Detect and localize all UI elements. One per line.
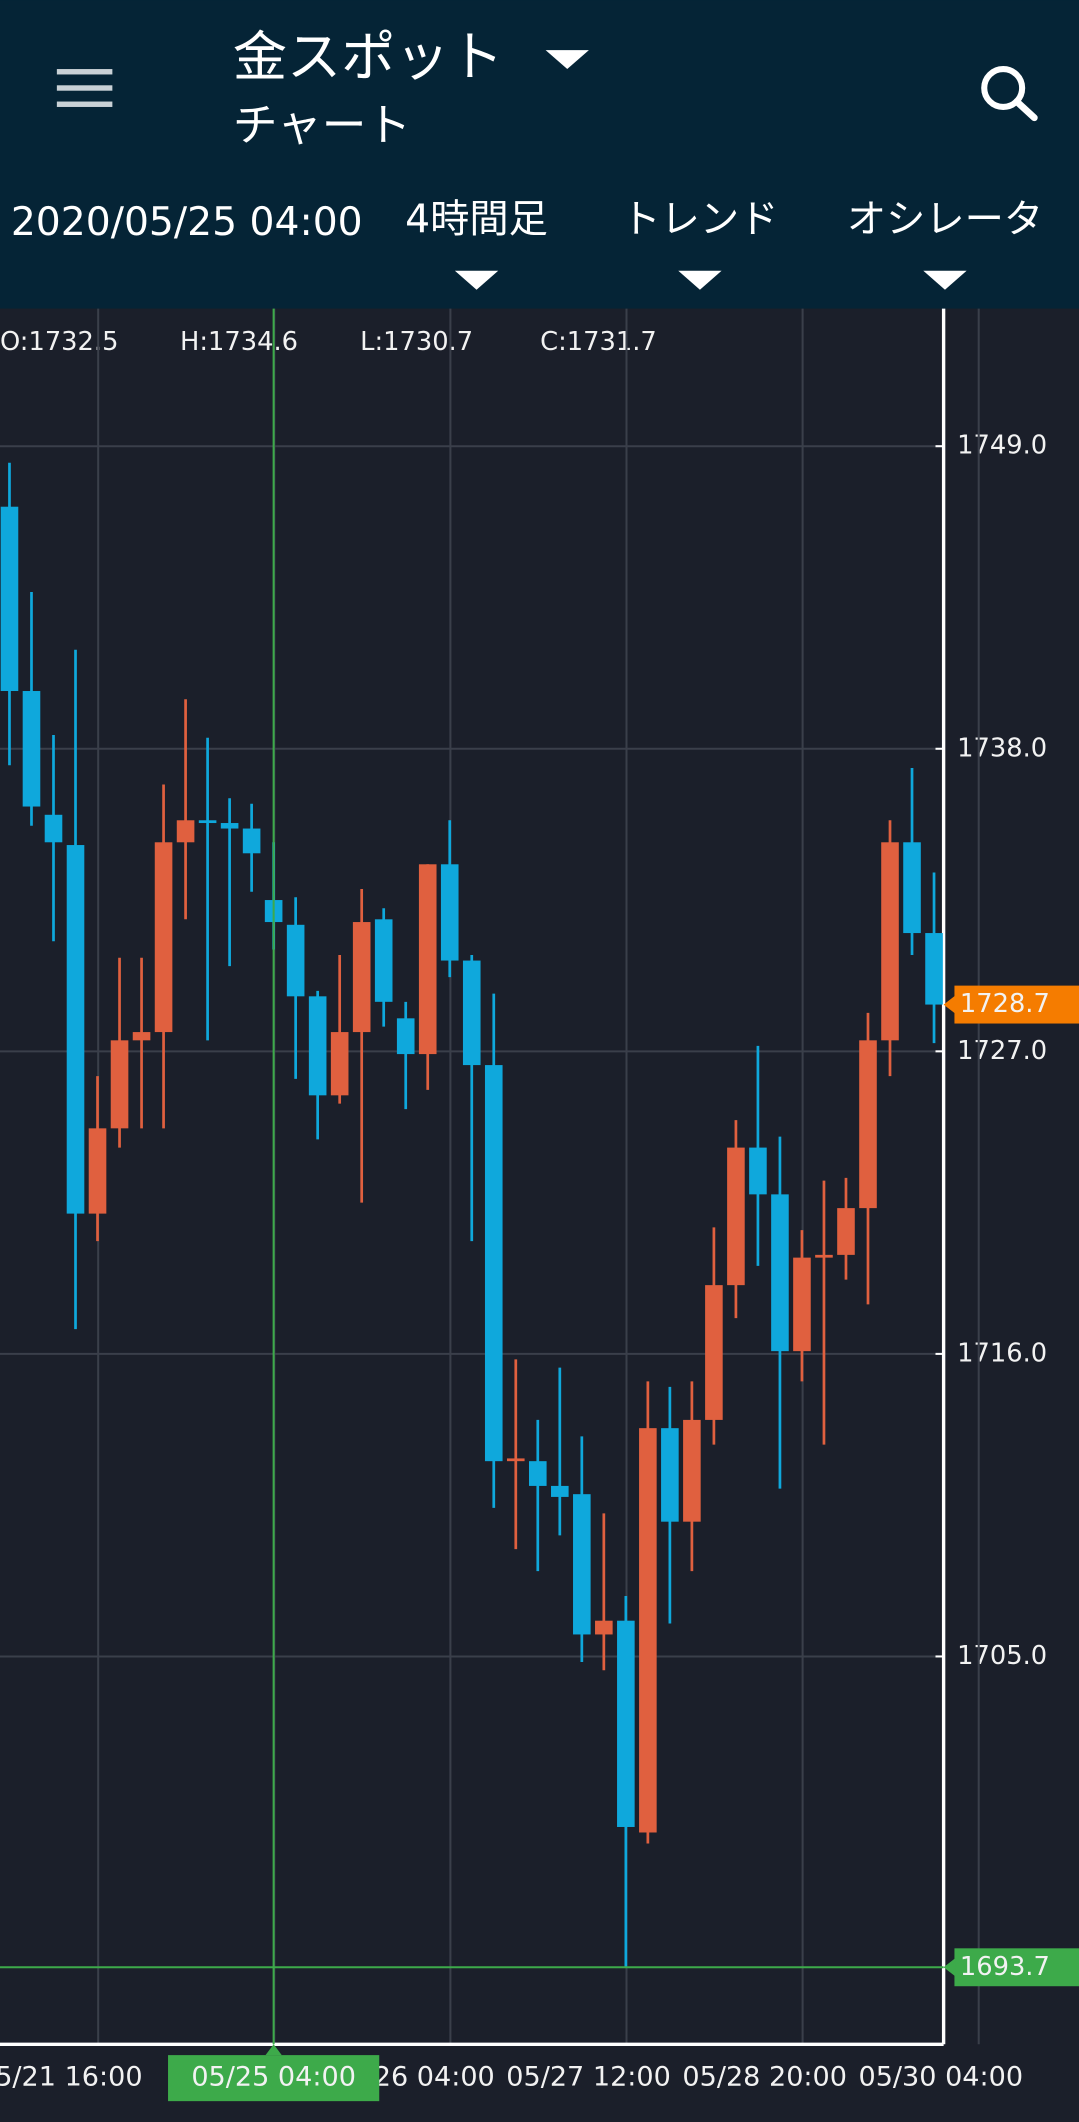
subtitle: チャート bbox=[233, 100, 411, 152]
y-tick-label: 1727.0 bbox=[957, 1036, 1047, 1066]
low-line-tag bbox=[954, 1948, 1079, 1987]
search-icon bbox=[981, 66, 1026, 111]
menu-label: トレンド bbox=[621, 198, 778, 243]
menu-item[interactable]: トレンド bbox=[621, 198, 778, 290]
candle-body bbox=[727, 1147, 745, 1286]
search-icon bbox=[1013, 98, 1038, 122]
tag-pointer bbox=[943, 995, 956, 1015]
candle-body bbox=[573, 1494, 591, 1635]
menu-line bbox=[56, 101, 113, 107]
candle-body bbox=[506, 1458, 525, 1462]
y-tick-label: 1749.0 bbox=[957, 431, 1047, 461]
title: 金スポット bbox=[233, 26, 504, 89]
search-button[interactable] bbox=[981, 66, 1038, 122]
candle-body bbox=[705, 1285, 723, 1420]
candle-body bbox=[815, 1254, 833, 1258]
menu-button[interactable] bbox=[56, 69, 113, 107]
candle-body bbox=[22, 691, 41, 807]
title-dropdown[interactable]: 金スポット bbox=[233, 26, 589, 89]
ohlc-label: O:1732.5 bbox=[0, 327, 118, 357]
y-tick-label: 1738.0 bbox=[957, 733, 1047, 763]
candle-body bbox=[66, 845, 85, 1214]
candle-body bbox=[308, 996, 327, 1096]
overlay: 1693.7 1728.7 05/25 04:00 bbox=[0, 308, 1079, 2102]
ohlc-label: H:1734.6 bbox=[180, 327, 298, 357]
candle-body bbox=[242, 828, 261, 854]
candle-body bbox=[793, 1257, 811, 1352]
dropdown-arrow bbox=[454, 270, 499, 290]
last-price-tag bbox=[954, 985, 1079, 1024]
last-price-label: 1728.7 bbox=[960, 989, 1050, 1019]
candle-body bbox=[44, 814, 63, 843]
dropdown-arrow bbox=[545, 50, 589, 70]
candle-body bbox=[683, 1419, 701, 1522]
candle-body bbox=[0, 506, 19, 692]
candle-body bbox=[639, 1428, 657, 1833]
menu-line bbox=[56, 85, 113, 91]
menu-item[interactable]: オシレータ bbox=[847, 198, 1043, 290]
candle-body bbox=[661, 1428, 679, 1522]
date: 2020/05/25 04:00 bbox=[11, 200, 363, 245]
candle-body bbox=[440, 864, 459, 961]
candle-body bbox=[903, 842, 921, 934]
candle-body bbox=[881, 842, 899, 1041]
candle-body bbox=[837, 1208, 855, 1255]
crosshair-label: 05/25 04:00 bbox=[191, 2062, 356, 2093]
candle-body bbox=[88, 1128, 107, 1214]
x-tick-label: 05/30 04:00 bbox=[859, 2062, 1024, 2093]
tag-pointer bbox=[943, 1957, 956, 1977]
crosshair-pointer bbox=[265, 2044, 282, 2056]
candle-body bbox=[396, 1018, 415, 1055]
chart-bg bbox=[0, 308, 1079, 2122]
menu-label: オシレータ bbox=[847, 198, 1043, 243]
candle-body bbox=[374, 919, 393, 1002]
ohlc-label: C:1731.7 bbox=[540, 327, 657, 357]
candle-body bbox=[859, 1040, 877, 1209]
ohlc-label: L:1730.7 bbox=[360, 327, 473, 357]
low-line-label: 1693.7 bbox=[960, 1952, 1050, 1982]
candle-body bbox=[617, 1620, 635, 1827]
candle-body bbox=[220, 823, 239, 829]
candle-body bbox=[771, 1194, 789, 1352]
candle-body bbox=[286, 924, 305, 997]
header-bg bbox=[0, 0, 1079, 309]
candle-body bbox=[418, 864, 437, 1055]
dropdown-arrow bbox=[678, 270, 722, 290]
candle-body bbox=[462, 960, 481, 1066]
candle-body bbox=[484, 1065, 503, 1462]
menu-item[interactable]: 4時間足 bbox=[405, 198, 548, 290]
candle-body bbox=[595, 1620, 613, 1635]
candle-body bbox=[330, 1032, 349, 1096]
candle-body bbox=[925, 933, 943, 1005]
x-tick-label: 05/28 20:00 bbox=[682, 2062, 847, 2093]
candle-body bbox=[749, 1147, 767, 1195]
candles bbox=[0, 462, 943, 1968]
menu-line bbox=[56, 69, 113, 75]
y-tick-label: 1705.0 bbox=[957, 1641, 1047, 1671]
candle-body bbox=[198, 820, 217, 824]
y-tick-label: 1716.0 bbox=[957, 1338, 1047, 1368]
dropdown-arrow bbox=[923, 270, 967, 290]
candle-body bbox=[352, 922, 371, 1033]
candle-body bbox=[528, 1461, 547, 1486]
x-tick-label: 05/27 12:00 bbox=[506, 2062, 671, 2093]
menu-label: 4時間足 bbox=[405, 198, 548, 243]
x-tick-label: 05/21 16:00 bbox=[0, 2062, 143, 2093]
candle-body bbox=[176, 820, 195, 843]
candle-body bbox=[132, 1032, 151, 1041]
candle-body bbox=[110, 1040, 129, 1129]
candle-body bbox=[154, 842, 173, 1033]
crosshair-tag bbox=[168, 2055, 380, 2102]
candle-body bbox=[551, 1485, 569, 1497]
